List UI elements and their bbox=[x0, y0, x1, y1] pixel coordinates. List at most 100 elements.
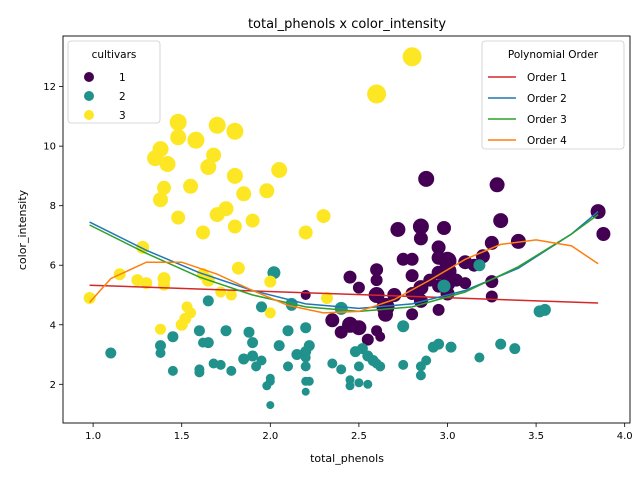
data-point-cultivar-3 bbox=[155, 323, 166, 335]
data-point-cultivar-3 bbox=[170, 129, 187, 146]
data-point-cultivar-2 bbox=[256, 301, 267, 313]
x-axis: 1.0 1.5 2.0 2.5 3.0 3.5 4.0 bbox=[85, 423, 633, 442]
data-point-cultivar-2 bbox=[155, 348, 166, 358]
data-point-cultivar-3 bbox=[226, 122, 244, 140]
x-tick-label: 3.0 bbox=[440, 431, 456, 442]
data-point-cultivar-3 bbox=[187, 131, 205, 149]
data-point-cultivar-2 bbox=[354, 378, 364, 388]
data-point-cultivar-2 bbox=[215, 359, 226, 370]
data-point-cultivar-1 bbox=[493, 213, 509, 229]
data-point-cultivar-3 bbox=[321, 292, 333, 304]
data-point-cultivar-3 bbox=[83, 292, 96, 304]
data-point-cultivar-3 bbox=[225, 289, 237, 301]
x-tick-label: 3.5 bbox=[528, 431, 544, 442]
chart-title: total_phenols x color_intensity bbox=[248, 17, 446, 32]
legend-label-3: 3 bbox=[119, 110, 126, 122]
data-point-cultivar-3 bbox=[271, 162, 288, 178]
data-point-cultivar-1 bbox=[378, 306, 393, 322]
y-axis-label: color_intensity bbox=[16, 189, 29, 270]
legend-label-order-3: Order 3 bbox=[527, 114, 567, 126]
data-point-cultivar-3 bbox=[264, 307, 276, 319]
data-point-cultivar-3 bbox=[259, 183, 275, 199]
data-point-cultivar-2 bbox=[474, 352, 485, 363]
data-point-cultivar-3 bbox=[183, 178, 199, 194]
data-point-cultivar-1 bbox=[370, 263, 384, 277]
data-point-cultivar-2 bbox=[265, 373, 275, 383]
data-point-cultivar-3 bbox=[140, 277, 153, 290]
legend-label-2: 2 bbox=[119, 91, 126, 103]
y-tick-label: 10 bbox=[43, 142, 56, 153]
data-point-cultivar-2 bbox=[273, 340, 285, 352]
data-point-cultivar-1 bbox=[390, 222, 406, 237]
data-point-cultivar-3 bbox=[245, 213, 260, 228]
data-point-cultivar-2 bbox=[300, 352, 311, 363]
data-point-cultivar-1 bbox=[351, 320, 367, 336]
data-point-cultivar-3 bbox=[206, 147, 222, 163]
data-point-cultivar-3 bbox=[208, 116, 226, 134]
data-point-cultivar-2 bbox=[345, 381, 355, 391]
fit-line-order-2 bbox=[89, 211, 599, 310]
data-point-cultivar-3 bbox=[367, 84, 387, 104]
x-tick-label: 4.0 bbox=[617, 431, 633, 442]
data-point-cultivar-3 bbox=[159, 156, 176, 172]
y-tick-label: 4 bbox=[50, 320, 56, 331]
y-tick-label: 12 bbox=[43, 82, 56, 93]
x-tick-label: 1.0 bbox=[85, 431, 101, 442]
legend-marker-1 bbox=[84, 72, 94, 82]
data-point-cultivar-2 bbox=[291, 349, 303, 360]
data-point-cultivar-2 bbox=[398, 359, 409, 370]
cultivars-legend-title: cultivars bbox=[92, 49, 137, 61]
data-point-cultivar-2 bbox=[243, 326, 255, 338]
data-point-cultivar-2 bbox=[397, 320, 410, 333]
data-point-cultivar-2 bbox=[336, 364, 347, 375]
data-point-cultivar-3 bbox=[316, 209, 331, 224]
data-point-cultivar-1 bbox=[432, 303, 445, 316]
data-point-cultivar-1 bbox=[413, 231, 428, 246]
data-point-cultivar-3 bbox=[152, 141, 169, 158]
data-point-cultivar-1 bbox=[418, 170, 435, 187]
data-point-cultivar-2 bbox=[247, 337, 259, 349]
x-tick-label: 1.5 bbox=[174, 431, 190, 442]
data-point-cultivar-2 bbox=[509, 343, 521, 355]
data-point-cultivar-1 bbox=[387, 288, 402, 302]
data-point-cultivar-3 bbox=[402, 47, 422, 67]
data-point-cultivar-1 bbox=[406, 308, 419, 321]
data-point-cultivar-1 bbox=[596, 227, 611, 241]
data-point-cultivar-1 bbox=[437, 221, 451, 235]
legend-label-1: 1 bbox=[119, 72, 126, 84]
data-point-cultivar-2 bbox=[202, 295, 214, 307]
data-point-cultivar-2 bbox=[256, 355, 267, 366]
plot-frame bbox=[62, 35, 631, 424]
data-point-cultivar-2 bbox=[300, 361, 311, 372]
data-point-cultivar-3 bbox=[171, 210, 186, 225]
polynomial-order-legend: Polynomial Order Order 1 Order 2 Order 3… bbox=[481, 40, 625, 150]
data-point-cultivar-2 bbox=[282, 325, 294, 337]
legend-marker-3 bbox=[84, 110, 94, 120]
data-point-cultivar-2 bbox=[304, 376, 314, 386]
data-point-cultivar-2 bbox=[375, 361, 386, 372]
x-axis-label: total_phenols bbox=[310, 452, 384, 465]
data-point-cultivar-2 bbox=[421, 355, 432, 366]
data-point-cultivar-1 bbox=[375, 331, 386, 342]
fit-line-order-1 bbox=[89, 284, 599, 304]
data-point-cultivar-2 bbox=[247, 350, 259, 362]
data-point-cultivar-3 bbox=[218, 201, 234, 217]
data-point-cultivar-3 bbox=[185, 307, 197, 319]
data-point-cultivar-3 bbox=[298, 225, 313, 240]
data-point-cultivar-3 bbox=[157, 180, 171, 195]
cultivars-legend-box bbox=[67, 40, 161, 124]
legend-label-order-1: Order 1 bbox=[527, 72, 567, 84]
data-point-cultivar-2 bbox=[437, 279, 451, 293]
data-point-cultivar-1 bbox=[405, 269, 419, 283]
data-point-cultivar-3 bbox=[226, 167, 243, 184]
data-point-cultivar-3 bbox=[158, 278, 170, 291]
data-point-cultivar-3 bbox=[236, 186, 252, 202]
data-point-cultivar-2 bbox=[433, 338, 445, 350]
legend-marker-2 bbox=[84, 91, 94, 101]
data-point-cultivar-2 bbox=[327, 358, 338, 369]
legend-label-order-2: Order 2 bbox=[527, 93, 567, 105]
data-point-cultivar-1 bbox=[300, 290, 311, 300]
data-point-cultivar-2 bbox=[445, 341, 457, 353]
data-point-cultivar-2 bbox=[538, 303, 551, 316]
